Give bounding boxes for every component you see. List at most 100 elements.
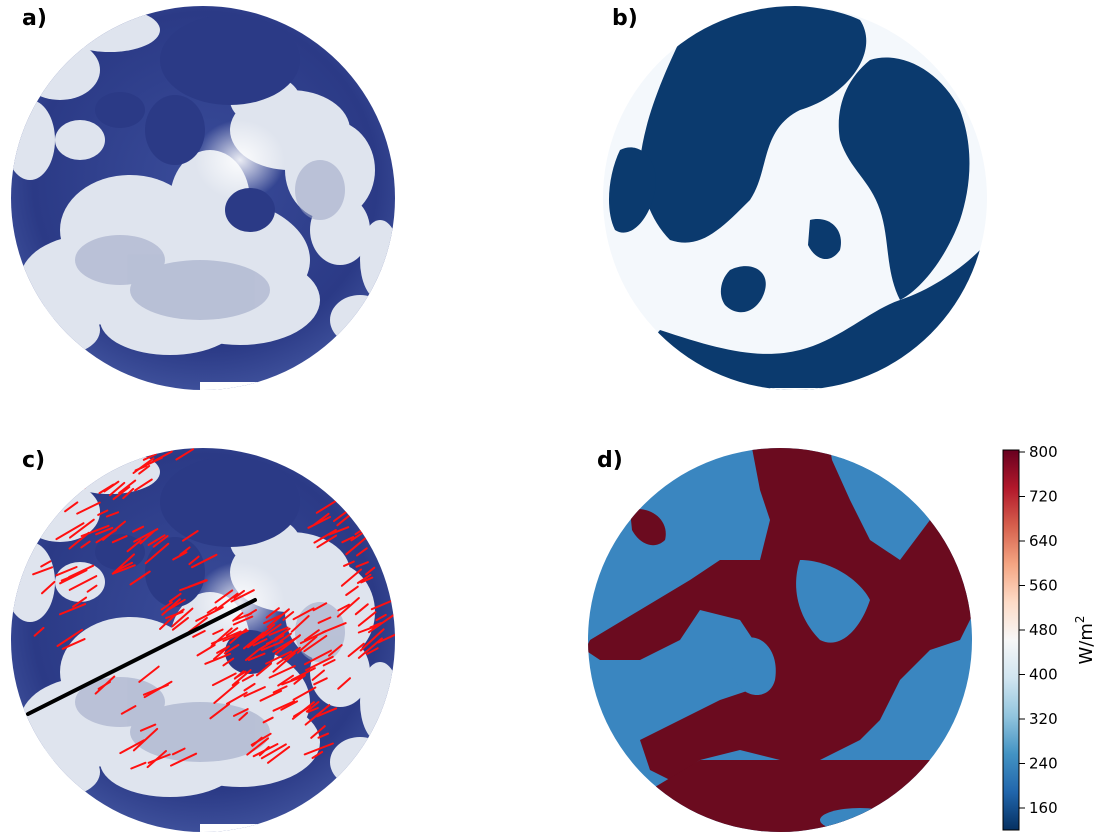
motion-vector xyxy=(305,655,334,672)
motion-vector xyxy=(347,642,365,658)
motion-vector xyxy=(365,566,376,576)
motion-vector xyxy=(118,479,137,494)
motion-vector xyxy=(68,564,95,578)
motion-vector xyxy=(281,674,306,686)
motion-vector xyxy=(272,700,296,712)
colorbar-ticks: 800 720 640 560 480 400 320 240 160 xyxy=(1019,443,1058,817)
motion-vector xyxy=(179,579,208,592)
motion-vector xyxy=(109,448,127,455)
motion-vector xyxy=(252,638,268,647)
motion-vector xyxy=(316,534,338,549)
motion-vector xyxy=(375,613,387,622)
motion-vector xyxy=(279,632,292,643)
colorbar-unit-main: W/m xyxy=(1076,623,1097,664)
motion-vector xyxy=(222,657,235,667)
motion-vector xyxy=(266,608,290,628)
motion-vector xyxy=(247,652,266,661)
motion-vector xyxy=(356,573,372,584)
panel-label-a: a) xyxy=(22,6,47,31)
motion-vector xyxy=(267,745,291,764)
motion-vector xyxy=(139,723,157,732)
motion-vector xyxy=(147,450,173,466)
motion-vector xyxy=(111,553,135,575)
motion-vector xyxy=(343,560,355,567)
motion-vector xyxy=(313,677,328,686)
motion-vector xyxy=(307,707,319,713)
motion-vector xyxy=(153,432,170,445)
motion-vector xyxy=(147,753,171,764)
motion-vector xyxy=(369,622,382,629)
motion-vector xyxy=(191,553,218,569)
panel-label-d: d) xyxy=(597,448,623,473)
motion-vector xyxy=(313,529,337,544)
motion-vector xyxy=(195,606,224,622)
motion-vector xyxy=(238,711,249,721)
motion-vector xyxy=(293,705,312,718)
motion-vector xyxy=(312,602,328,612)
motion-vector xyxy=(230,589,255,603)
motion-vector xyxy=(152,448,174,451)
motion-vector xyxy=(142,453,157,461)
panel-label-c: c) xyxy=(22,448,46,473)
motion-vector xyxy=(138,465,151,475)
motion-vector xyxy=(94,675,116,695)
motion-vector xyxy=(272,685,288,694)
motion-vector xyxy=(357,511,369,522)
colorbar-tick-label: 560 xyxy=(1029,577,1058,595)
motion-vector xyxy=(305,701,320,713)
motion-vector xyxy=(160,601,173,611)
motion-vector xyxy=(138,665,160,683)
motion-vector xyxy=(304,704,331,726)
trajectory-line xyxy=(26,598,257,716)
motion-vector xyxy=(165,598,186,612)
motion-vector xyxy=(172,551,188,561)
motion-vector xyxy=(292,686,317,701)
motion-vector xyxy=(119,739,145,755)
motion-vector xyxy=(231,669,252,687)
motion-vector xyxy=(252,743,279,758)
motion-vector xyxy=(175,448,195,461)
motion-vector xyxy=(276,646,301,665)
motion-vector xyxy=(277,674,294,687)
motion-vector xyxy=(72,483,84,494)
motion-vector xyxy=(210,627,233,648)
motion-vector xyxy=(299,630,327,645)
motion-vector xyxy=(55,522,85,541)
motion-vector xyxy=(98,483,115,495)
motion-vector xyxy=(192,630,206,638)
motion-vector xyxy=(112,564,136,575)
motion-vector xyxy=(317,616,332,624)
motion-vector xyxy=(179,546,191,556)
motion-vector xyxy=(341,536,355,544)
motion-vector xyxy=(259,689,283,702)
motion-vector xyxy=(206,606,218,614)
motion-vector xyxy=(120,705,137,715)
motion-vector xyxy=(40,560,52,568)
motion-vector xyxy=(243,686,266,698)
motion-vector xyxy=(129,570,151,586)
motion-vector xyxy=(255,662,272,677)
motion-vector xyxy=(272,635,300,653)
motion-vector xyxy=(211,672,237,687)
motion-vector xyxy=(359,628,385,652)
motion-vector xyxy=(105,511,120,518)
colorbar-gradient xyxy=(1002,449,1020,831)
motion-vector xyxy=(290,667,316,681)
motion-vector xyxy=(233,589,245,599)
motion-vector xyxy=(260,640,284,652)
motion-vector xyxy=(265,650,293,665)
motion-vector xyxy=(76,501,101,515)
motion-vector xyxy=(69,518,95,539)
motion-vector xyxy=(130,761,147,770)
motion-vector xyxy=(68,575,98,591)
colorbar-tick-label: 400 xyxy=(1029,666,1058,684)
motion-vector xyxy=(345,585,359,596)
motion-vector xyxy=(147,534,166,546)
motion-vector xyxy=(97,509,109,516)
motion-vector xyxy=(355,561,369,568)
panel-b-cloud-mask xyxy=(603,6,987,390)
colorbar-unit-sup: 2 xyxy=(1073,615,1087,623)
motion-vector xyxy=(304,629,320,642)
motion-vector xyxy=(159,614,176,630)
motion-vector xyxy=(317,732,330,739)
